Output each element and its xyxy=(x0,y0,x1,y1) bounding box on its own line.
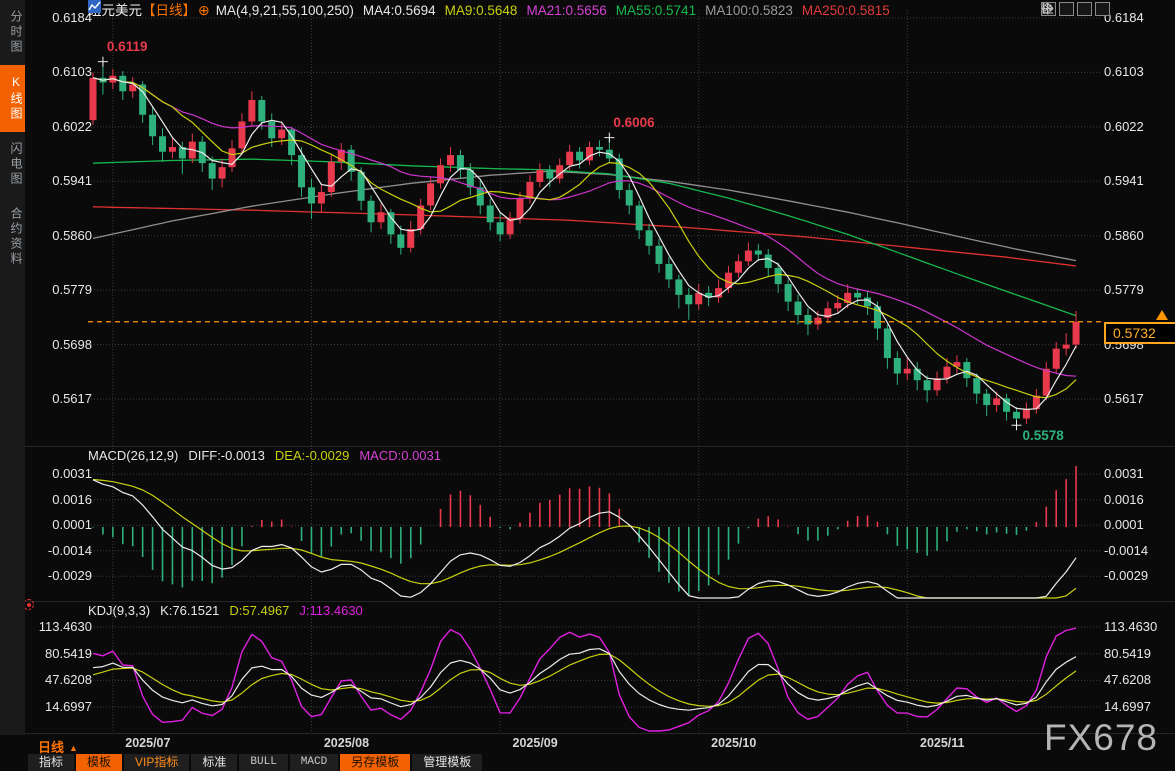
tab-3[interactable]: 标准 xyxy=(191,754,238,771)
macd-axis-tick-left: 0.0001 xyxy=(52,517,92,533)
last-price-box: 0.5732 xyxy=(1104,322,1175,344)
chart-header: 纽元美元【日线】 ⊕ MA(4,9,21,55,100,250) MA4:0.5694… xyxy=(88,0,890,21)
indicator-value: D:57.4967 xyxy=(229,603,290,618)
x-axis-month-label: 2025/11 xyxy=(920,736,965,750)
ma-value: MA4:0.5694 xyxy=(362,3,436,18)
grid-layer xyxy=(88,10,1100,733)
main-axis-tick-right: 0.6022 xyxy=(1104,118,1144,134)
tab-7[interactable]: 管理模板 xyxy=(412,754,483,771)
sidebar-item-1[interactable]: K线图 xyxy=(0,65,25,132)
sidebar-item-2[interactable]: 闪电图 xyxy=(9,142,23,187)
pan-latest-icon[interactable] xyxy=(1043,2,1110,16)
panel-label: MACD(26,12,9) xyxy=(88,448,179,463)
kdj-axis-tick-left: 113.4630 xyxy=(38,619,92,634)
macd-axis-tick-right: 0.0001 xyxy=(1104,517,1144,533)
macd-axis-tick-right: -0.0014 xyxy=(1104,542,1149,558)
main-axis-tick-right: 0.5617 xyxy=(1104,391,1144,407)
period-selector-label: 日线 xyxy=(38,740,65,755)
price-annotation: 0.5578 xyxy=(1022,428,1064,444)
indicator-value: MACD:0.0031 xyxy=(359,448,441,463)
x-axis-month-label: 2025/08 xyxy=(323,736,370,750)
price-annotation: 0.6119 xyxy=(106,38,148,54)
overlay-layer xyxy=(88,56,1168,431)
indicator-value: DIFF:-0.0013 xyxy=(188,448,265,463)
macd-axis-tick-right: 0.0016 xyxy=(1104,491,1144,507)
main-axis-tick-left: 0.5941 xyxy=(52,173,92,189)
indicator-value: J:113.4630 xyxy=(299,603,363,618)
tab-6[interactable]: 另存模板 xyxy=(340,754,411,771)
main-axis-tick-right: 0.6184 xyxy=(1104,10,1144,25)
tab-2[interactable]: VIP指标 xyxy=(124,754,190,771)
macd-axis-tick-left: 0.0016 xyxy=(52,491,92,507)
ma-value: MA55:0.5741 xyxy=(615,3,697,18)
x-axis-month-label: 2025/10 xyxy=(711,736,757,750)
ma-value: MA100:0.5823 xyxy=(705,3,793,18)
main-axis-tick-left: 0.6184 xyxy=(52,10,92,25)
kdj-axis-tick-right: 47.6208 xyxy=(1104,672,1151,688)
main-axis-tick-right: 0.5860 xyxy=(1104,227,1144,243)
candles-layer xyxy=(89,61,1080,426)
axis-scale-left-icon[interactable] xyxy=(1042,2,1074,16)
main-axis-tick-left: 0.6103 xyxy=(52,64,92,80)
main-axis-tick-left: 0.6022 xyxy=(52,118,92,134)
ma-group-label: MA(4,9,21,55,100,250) xyxy=(215,3,354,18)
kdj-axis-tick-right: 80.5419 xyxy=(1104,645,1151,661)
last-price-value: 0.5732 xyxy=(1113,325,1156,341)
ma-value: MA9:0.5648 xyxy=(444,3,518,18)
x-axis-month-label: 2025/07 xyxy=(125,736,171,750)
kdj-axis-tick-left: 14.6997 xyxy=(45,698,92,714)
macd-axis-tick-left: -0.0029 xyxy=(47,568,92,584)
main-axis-tick-left: 0.5617 xyxy=(52,391,92,407)
kdj-panel-title: KDJ(9,3,3) K:76.1521 D:57.4967 J:113.4630 xyxy=(88,603,373,618)
symbol-title: 纽元美元 xyxy=(88,3,142,18)
period-tag: 【日线】 xyxy=(142,3,196,18)
macd-axis-tick-right: -0.0029 xyxy=(1104,568,1149,584)
macd-axis-tick-right: 0.0031 xyxy=(1104,466,1144,482)
macd-axis-tick-left: -0.0014 xyxy=(47,542,92,558)
indicator-value: DEA:-0.0029 xyxy=(274,448,350,463)
macd-panel-title: MACD(26,12,9) DIFF:-0.0013 DEA:-0.0029 MACD… xyxy=(88,448,451,463)
tab-5[interactable]: MACD xyxy=(289,754,339,771)
period-selector[interactable]: 日线 ▲ xyxy=(38,737,78,756)
macd-layer xyxy=(92,466,1077,599)
ma-value: MA21:0.5656 xyxy=(526,3,607,18)
panel-separator xyxy=(25,446,1175,447)
main-axis-tick-left: 0.5779 xyxy=(52,282,92,298)
sidebar-item-0[interactable]: 分时图 xyxy=(9,10,23,55)
tab-0[interactable]: 指标 xyxy=(28,754,75,771)
kdj-axis-tick-right: 14.6997 xyxy=(1104,698,1151,714)
ma-value: MA250:0.5815 xyxy=(801,3,890,18)
panel-label: KDJ(9,3,3) xyxy=(88,603,151,618)
main-axis-tick-left: 0.5698 xyxy=(52,336,92,352)
kdj-axis-tick-left: 47.6208 xyxy=(45,672,92,688)
kdj-axis-tick-left: 80.5419 xyxy=(45,645,92,661)
ma-values: MA4:0.5694 MA9:0.5648 MA21:0.5656 MA55:0.57… xyxy=(354,3,890,18)
panel-separator xyxy=(25,601,1175,602)
sidebar-item-3[interactable]: 合约资料 xyxy=(9,207,23,267)
add-favorite-icon[interactable]: ⊕ xyxy=(198,2,210,18)
main-axis-tick-right: 0.6103 xyxy=(1104,64,1144,80)
axis-scale-right-icon[interactable] xyxy=(1042,2,1092,16)
tab-1[interactable]: 模板 xyxy=(76,754,123,771)
indicator-value: K:76.1521 xyxy=(160,603,220,618)
tab-4[interactable]: BULL xyxy=(239,754,288,771)
main-axis-tick-left: 0.5860 xyxy=(52,227,92,243)
panel-separator xyxy=(25,733,1175,734)
chart-toolbar xyxy=(1041,2,1110,16)
x-axis-month-label: 2025/09 xyxy=(512,736,558,750)
main-axis-tick-right: 0.5779 xyxy=(1104,282,1144,298)
chevron-up-icon: ▲ xyxy=(69,743,78,753)
main-axis-tick-right: 0.5941 xyxy=(1104,173,1144,189)
kdj-layer xyxy=(92,627,1077,732)
bottom-tabbar: 指标 模板 VIP指标 标准 BULL MACD 另存模板 管理模板 xyxy=(28,754,483,771)
price-annotation: 0.6006 xyxy=(613,114,655,130)
watermark: FX678 xyxy=(1044,717,1159,758)
sidebar: 分时图 K线图闪电图合约资料 xyxy=(0,0,25,735)
macd-axis-tick-left: 0.0031 xyxy=(52,466,92,482)
kdj-axis-tick-right: 113.4630 xyxy=(1104,619,1158,634)
